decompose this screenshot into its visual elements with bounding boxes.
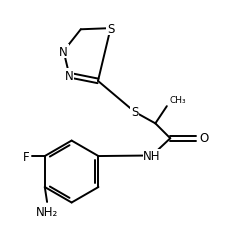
Text: F: F (23, 150, 29, 163)
Text: NH: NH (143, 150, 161, 162)
Text: O: O (199, 132, 208, 145)
Text: NH₂: NH₂ (36, 205, 58, 218)
Text: S: S (131, 106, 138, 119)
Text: N: N (65, 70, 74, 82)
Text: CH₃: CH₃ (170, 96, 186, 105)
Text: S: S (107, 22, 114, 36)
Text: N: N (59, 46, 68, 58)
